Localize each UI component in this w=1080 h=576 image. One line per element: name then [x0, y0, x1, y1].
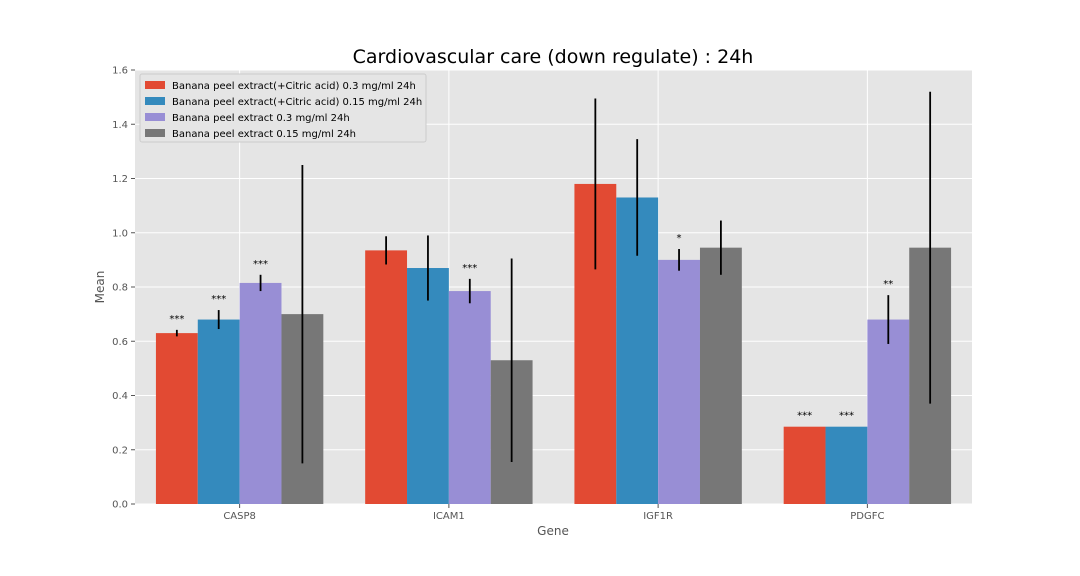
x-axis-label: Gene: [537, 524, 569, 538]
significance-label: ***: [253, 259, 268, 270]
bar: [699, 247, 742, 504]
legend-swatch: [145, 113, 165, 121]
bar: [867, 319, 910, 504]
y-tick-label: 0.2: [112, 445, 128, 456]
legend-box: [139, 73, 427, 143]
y-tick-label: 1.0: [112, 228, 128, 239]
x-tick-label: ICAM1: [433, 511, 465, 522]
y-tick-label: 1.4: [112, 120, 128, 131]
legend-label: Banana peel extract(+Citric acid) 0.15 m…: [172, 97, 422, 108]
significance-label: *: [677, 233, 682, 244]
bar: [407, 268, 449, 504]
bar: [783, 426, 826, 504]
significance-label: ***: [169, 314, 184, 325]
bar: [365, 250, 408, 504]
legend-swatch: [145, 97, 165, 105]
legend-label: Banana peel extract 0.15 mg/ml 24h: [172, 129, 356, 140]
y-axis: 0.0 0.2 0.4 0.6 0.8 1.0 1.2 1.4 1.6: [112, 66, 135, 511]
significance-label: ***: [839, 411, 854, 422]
legend-swatch: [145, 81, 165, 89]
x-axis: CASP8 ICAM1 IGF1R PDGFC: [223, 504, 884, 522]
y-tick-label: 1.2: [112, 174, 128, 185]
bar: [658, 259, 700, 504]
y-tick-label: 0.4: [112, 391, 128, 402]
error-bars: [175, 91, 932, 464]
legend-label: Banana peel extract(+Citric acid) 0.3 mg…: [172, 81, 416, 92]
chart-title: Cardiovascular care (down regulate) : 24…: [353, 46, 754, 68]
y-tick-label: 0.0: [112, 500, 128, 511]
y-tick-label: 0.6: [112, 337, 128, 348]
x-tick-label: CASP8: [223, 511, 256, 522]
x-tick-label: IGF1R: [643, 511, 673, 522]
x-tick-label: PDGFC: [850, 511, 884, 522]
bar: [448, 291, 491, 504]
bar: [197, 319, 240, 504]
legend-swatch: [145, 129, 165, 137]
bar: [155, 333, 198, 504]
legend-label: Banana peel extract 0.3 mg/ml 24h: [172, 113, 350, 124]
significance-labels: *************** ******: [169, 233, 893, 422]
bars: [155, 183, 952, 505]
y-tick-label: 1.6: [112, 66, 128, 77]
significance-label: ***: [797, 411, 812, 422]
y-axis-label: Mean: [93, 271, 107, 304]
significance-label: **: [883, 279, 893, 290]
significance-label: ***: [462, 263, 477, 274]
y-tick-label: 0.8: [112, 283, 128, 294]
bar: [825, 426, 868, 504]
significance-label: ***: [211, 294, 226, 305]
bar: [239, 282, 282, 504]
legend: Banana peel extract(+Citric acid) 0.3 mg…: [139, 73, 427, 143]
